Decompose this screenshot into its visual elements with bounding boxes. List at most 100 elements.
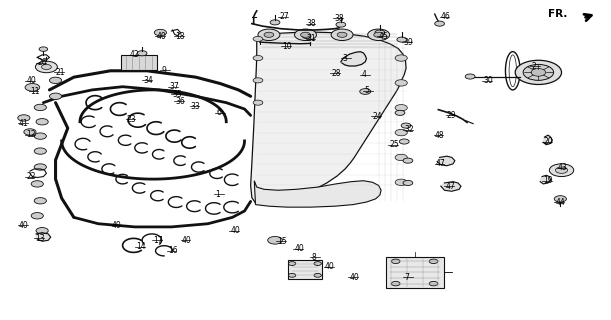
Circle shape bbox=[314, 262, 321, 266]
Text: 40: 40 bbox=[349, 273, 359, 282]
Circle shape bbox=[368, 29, 390, 41]
Text: 9: 9 bbox=[162, 66, 167, 75]
FancyBboxPatch shape bbox=[386, 257, 444, 288]
Text: 16: 16 bbox=[168, 246, 177, 255]
Circle shape bbox=[268, 236, 282, 244]
Text: 18: 18 bbox=[175, 32, 185, 41]
Text: 45: 45 bbox=[379, 32, 389, 41]
FancyBboxPatch shape bbox=[122, 55, 157, 70]
Circle shape bbox=[430, 259, 438, 264]
Circle shape bbox=[301, 32, 310, 37]
Text: FR.: FR. bbox=[548, 9, 568, 19]
Circle shape bbox=[360, 89, 371, 94]
Text: 10: 10 bbox=[282, 42, 292, 51]
Text: 25: 25 bbox=[389, 140, 398, 149]
Circle shape bbox=[36, 119, 48, 125]
Circle shape bbox=[403, 158, 413, 163]
Text: 1: 1 bbox=[215, 190, 220, 199]
Circle shape bbox=[34, 197, 46, 204]
Text: 43: 43 bbox=[558, 164, 568, 172]
Circle shape bbox=[554, 196, 566, 202]
Text: 5: 5 bbox=[365, 86, 370, 95]
Text: 32: 32 bbox=[404, 125, 414, 134]
Text: 38: 38 bbox=[334, 14, 344, 23]
Circle shape bbox=[400, 139, 409, 144]
Polygon shape bbox=[254, 181, 381, 207]
Circle shape bbox=[155, 29, 167, 36]
Circle shape bbox=[392, 259, 400, 264]
Circle shape bbox=[523, 64, 554, 80]
Circle shape bbox=[258, 29, 280, 41]
Text: 48: 48 bbox=[435, 131, 444, 140]
Text: 47: 47 bbox=[445, 182, 455, 191]
Text: 6: 6 bbox=[216, 108, 221, 117]
Text: 17: 17 bbox=[153, 236, 163, 245]
Circle shape bbox=[34, 133, 46, 139]
Polygon shape bbox=[543, 135, 552, 145]
Circle shape bbox=[337, 32, 347, 37]
Text: 13: 13 bbox=[35, 234, 45, 243]
Polygon shape bbox=[341, 52, 367, 66]
Circle shape bbox=[34, 104, 46, 111]
Circle shape bbox=[336, 22, 346, 27]
Polygon shape bbox=[36, 233, 51, 241]
Text: 42: 42 bbox=[130, 50, 139, 59]
Text: 24: 24 bbox=[373, 112, 382, 121]
Text: 40: 40 bbox=[181, 236, 191, 245]
Circle shape bbox=[253, 78, 263, 83]
Text: 8: 8 bbox=[312, 253, 316, 262]
Text: 40: 40 bbox=[26, 76, 36, 85]
Text: 44: 44 bbox=[555, 197, 565, 206]
Circle shape bbox=[395, 55, 408, 61]
Circle shape bbox=[531, 68, 546, 76]
Circle shape bbox=[395, 179, 408, 186]
Circle shape bbox=[403, 180, 413, 186]
Circle shape bbox=[253, 55, 263, 60]
Circle shape bbox=[34, 164, 46, 170]
Text: 40: 40 bbox=[325, 262, 335, 271]
Polygon shape bbox=[540, 175, 551, 184]
Circle shape bbox=[34, 148, 46, 154]
Circle shape bbox=[435, 21, 444, 26]
Circle shape bbox=[288, 262, 296, 266]
Text: 41: 41 bbox=[19, 119, 29, 128]
Circle shape bbox=[31, 181, 43, 187]
Circle shape bbox=[42, 64, 51, 69]
Circle shape bbox=[395, 129, 408, 136]
Circle shape bbox=[395, 80, 408, 86]
Text: 40: 40 bbox=[19, 221, 29, 230]
Circle shape bbox=[24, 129, 36, 135]
Text: 22: 22 bbox=[26, 172, 36, 181]
Text: 40: 40 bbox=[295, 244, 304, 253]
Text: 23: 23 bbox=[127, 115, 136, 124]
Circle shape bbox=[302, 34, 311, 39]
Circle shape bbox=[49, 77, 62, 84]
Polygon shape bbox=[251, 32, 406, 204]
Circle shape bbox=[331, 29, 353, 41]
Text: 33: 33 bbox=[191, 102, 200, 111]
Circle shape bbox=[375, 30, 385, 35]
Circle shape bbox=[39, 47, 48, 51]
Text: 15: 15 bbox=[277, 237, 287, 246]
Text: 30: 30 bbox=[483, 76, 493, 85]
Circle shape bbox=[465, 74, 475, 79]
Text: 21: 21 bbox=[56, 68, 65, 77]
Text: 12: 12 bbox=[26, 130, 36, 139]
Text: 35: 35 bbox=[172, 90, 182, 99]
Circle shape bbox=[25, 84, 40, 91]
Polygon shape bbox=[437, 156, 455, 166]
Text: 14: 14 bbox=[136, 242, 145, 251]
Text: 26: 26 bbox=[37, 58, 47, 67]
Circle shape bbox=[314, 273, 321, 277]
Text: 20: 20 bbox=[543, 137, 553, 146]
Text: 2: 2 bbox=[531, 61, 536, 70]
Text: 40: 40 bbox=[230, 226, 240, 235]
Text: 27: 27 bbox=[279, 12, 289, 21]
Circle shape bbox=[137, 51, 147, 56]
Text: 4: 4 bbox=[362, 70, 367, 79]
FancyBboxPatch shape bbox=[288, 260, 322, 278]
Text: 38: 38 bbox=[307, 20, 316, 28]
Text: 37: 37 bbox=[170, 82, 179, 91]
Circle shape bbox=[395, 105, 408, 111]
Text: 29: 29 bbox=[447, 111, 456, 120]
